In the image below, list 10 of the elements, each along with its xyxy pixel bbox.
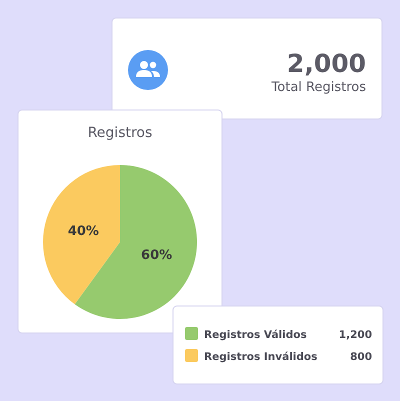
legend-label: Registros Válidos [204,329,307,341]
chart-title: Registros [88,125,152,141]
legend-label: Registros Inválidos [204,351,318,363]
data-label: 40% [68,224,99,240]
text: 2,000 [286,49,366,78]
text: 1,200 [338,329,372,341]
text: Total Registros [270,80,366,95]
text: 800 [350,351,372,363]
data-label: 60% [141,248,172,263]
pie-slice [43,165,120,304]
